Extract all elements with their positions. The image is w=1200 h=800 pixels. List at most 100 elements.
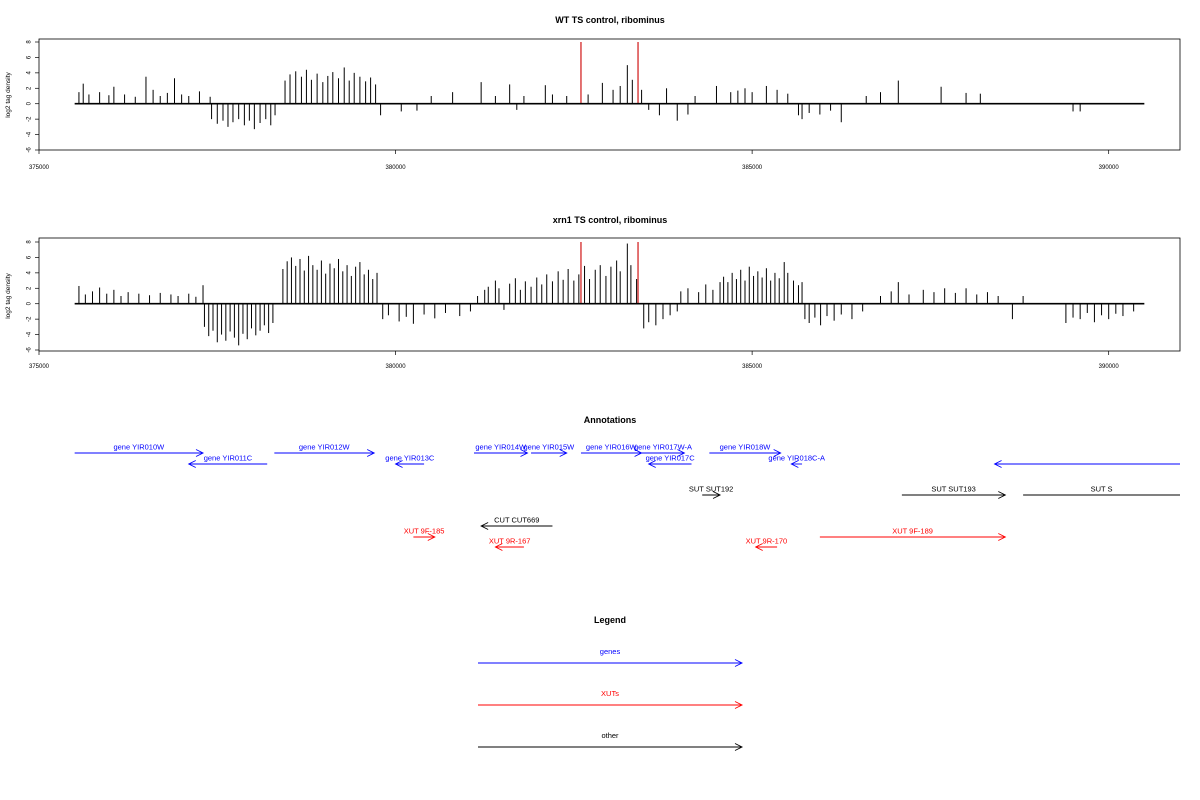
annotation-xut-feature: XUT 9F-185: [404, 527, 445, 541]
legend-label: XUTs: [601, 689, 619, 698]
wt-y-tick-label: 0: [27, 101, 33, 105]
annotation-other-feature: SUT SUT193: [901, 485, 1007, 499]
wt-x-tick-label: 375000: [29, 165, 50, 171]
legend-gene-arrowhead: [734, 659, 744, 667]
annotation-label: XUT 9R-167: [489, 537, 531, 546]
legend-label: other: [601, 731, 619, 740]
annotation-gene-arrowhead: [366, 449, 376, 457]
xrn1-track-y-ticks: -6 -4 -2 0 2 4 6 8: [27, 240, 39, 353]
xrn1-y-tick-label: 4: [27, 271, 33, 275]
annotation-other-arrowhead: [480, 522, 489, 530]
xrn1-track-panel: xrn1 TS control, ribominus log2 tag dens…: [5, 215, 1181, 370]
annotation-gene-feature: [993, 460, 1180, 468]
wt-x-tick-label: 390000: [1099, 165, 1120, 171]
annotation-gene-arrowhead: [394, 460, 403, 468]
annotation-label: XUT 9F-185: [404, 527, 445, 536]
wt-y-tick-label: 2: [27, 86, 33, 90]
wt-y-tick-label: -6: [27, 147, 33, 153]
xrn1-track-plot-frame: [38, 237, 1181, 352]
annotation-other-feature: SUT S: [1023, 485, 1180, 496]
wt-track-plot-frame: [38, 38, 1181, 151]
annotation-xut-feature: XUT 9R-170: [746, 537, 788, 551]
annotation-gene-arrowhead: [993, 460, 1002, 468]
annotation-gene-arrowhead: [520, 449, 529, 457]
wt-x-tick-label: 385000: [742, 165, 763, 171]
annotation-other-feature: CUT CUT669: [480, 516, 553, 530]
wt-x-tick-label: 380000: [386, 165, 407, 171]
annotation-gene-arrowhead: [647, 460, 656, 468]
xrn1-track-bars: [78, 243, 1135, 346]
annotation-label: gene YIR014W: [475, 443, 527, 452]
annotations-title: Annotations: [584, 415, 637, 425]
xrn1-x-tick-label: 375000: [29, 364, 50, 370]
legend-entry-gene: genes: [478, 647, 744, 667]
annotation-label: gene YIR016W: [586, 443, 638, 452]
annotation-label: gene YIR010W: [113, 443, 165, 452]
xrn1-y-tick-label: 6: [27, 255, 33, 259]
annotation-label: XUT 9R-170: [746, 537, 788, 546]
annotation-other-feature: SUT SUT192: [689, 485, 733, 499]
xrn1-x-tick-label: 390000: [1099, 364, 1120, 370]
xrn1-track-markers: [580, 242, 639, 304]
wt-track-bars: [78, 65, 1081, 130]
wt-track-panel: WT TS control, ribominus log2 tag densit…: [5, 15, 1181, 171]
annotation-gene-arrowhead: [677, 449, 686, 457]
wt-track-x-ticks: 375000 380000 385000 390000: [29, 150, 1119, 171]
annotation-gene-feature: gene YIR017W-A: [634, 443, 692, 457]
annotation-label: XUT 9F-189: [892, 527, 933, 536]
wt-track-y-ticks: -6 -4 -2 0 2 4 6 8: [27, 40, 39, 153]
annotation-xut-arrowhead: [754, 543, 763, 551]
legend-title: Legend: [594, 615, 626, 625]
annotation-label: CUT CUT669: [494, 516, 539, 525]
annotation-gene-arrowhead: [773, 449, 782, 457]
annotation-gene-feature: gene YIR011C: [187, 454, 268, 468]
annotation-label: gene YIR018C-A: [768, 454, 825, 463]
wt-track-y-axis-label: log2 tag density: [5, 71, 12, 117]
annotation-other-arrowhead: [998, 491, 1007, 499]
annotation-xut-arrowhead: [427, 533, 436, 541]
annotation-gene-feature: gene YIR010W: [74, 443, 205, 457]
annotation-gene-feature: gene YIR018C-A: [768, 454, 825, 468]
annotation-label: gene YIR013C: [385, 454, 435, 463]
xrn1-track-y-axis-label: log2 tag density: [5, 272, 12, 318]
xrn1-y-tick-label: 8: [27, 240, 33, 244]
xrn1-track-title: xrn1 TS control, ribominus: [553, 215, 668, 225]
annotation-label: gene YIR011C: [204, 454, 253, 463]
annotation-label: gene YIR012W: [299, 443, 351, 452]
xrn1-x-tick-label: 385000: [742, 364, 763, 370]
legend-entry-xut: XUTs: [478, 689, 744, 709]
annotation-xut-arrowhead: [494, 543, 503, 551]
legend-entry-other: other: [478, 731, 744, 751]
annotation-gene-arrowhead: [559, 449, 568, 457]
annotation-gene-feature: gene YIR013C: [385, 454, 435, 468]
wt-y-tick-label: -4: [27, 131, 33, 137]
annotation-label: SUT SUT193: [931, 485, 975, 494]
annotation-gene-feature: gene YIR012W: [274, 443, 376, 457]
legend-panel: Legend genes XUTs other: [478, 615, 744, 751]
annotation-xut-feature: XUT 9F-189: [819, 527, 1007, 541]
xrn1-x-tick-label: 380000: [386, 364, 407, 370]
xrn1-y-tick-label: -6: [27, 347, 33, 353]
annotation-gene-feature: gene YIR014W: [474, 443, 529, 457]
annotation-gene-arrowhead: [187, 460, 196, 468]
wt-y-tick-label: 8: [27, 40, 33, 44]
annotation-gene-feature: gene YIR018W: [709, 443, 782, 457]
xrn1-y-tick-label: 2: [27, 286, 33, 290]
annotation-gene-arrowhead: [790, 460, 799, 468]
annotation-gene-feature: gene YIR017C: [646, 454, 696, 468]
annotation-label: gene YIR017C: [646, 454, 696, 463]
annotation-gene-feature: gene YIR016W: [580, 443, 643, 457]
wt-y-tick-label: 4: [27, 71, 33, 75]
legend-other-arrowhead: [734, 743, 744, 751]
annotation-gene-feature: gene YIR015W: [524, 443, 575, 457]
xrn1-y-tick-label: -4: [27, 331, 33, 337]
xrn1-y-tick-label: -2: [27, 316, 33, 322]
annotation-features: gene YIR010W gene YIR011C gene YIR012W gene…: [74, 443, 1180, 551]
annotation-label: SUT S: [1091, 485, 1113, 494]
annotation-label: gene YIR017W-A: [634, 443, 692, 452]
annotation-label: SUT SUT192: [689, 485, 733, 494]
annotation-gene-arrowhead: [195, 449, 205, 457]
wt-y-tick-label: 6: [27, 55, 33, 59]
annotation-label: gene YIR018W: [720, 443, 772, 452]
